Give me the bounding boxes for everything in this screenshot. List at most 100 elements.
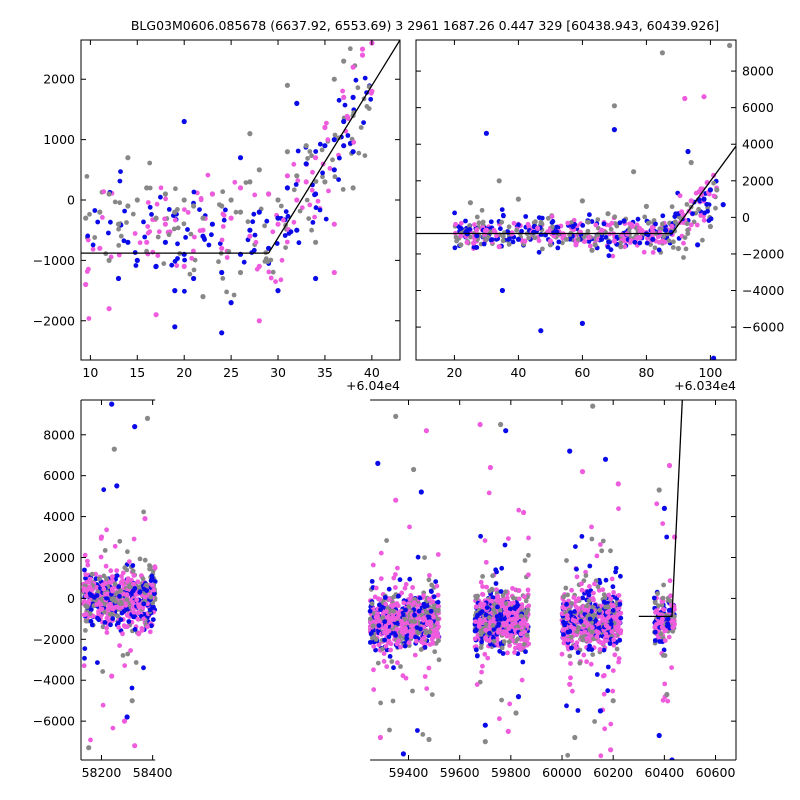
data-point bbox=[569, 601, 574, 606]
data-point bbox=[368, 96, 374, 102]
data-point bbox=[101, 487, 107, 493]
data-point bbox=[98, 534, 105, 540]
data-point bbox=[499, 207, 505, 213]
data-point bbox=[714, 187, 720, 193]
data-point bbox=[394, 601, 400, 606]
data-point bbox=[429, 692, 435, 697]
plot-area bbox=[81, 400, 683, 760]
data-point bbox=[382, 637, 387, 643]
data-point bbox=[595, 232, 601, 237]
data-point bbox=[369, 601, 375, 607]
data-point bbox=[273, 279, 278, 284]
data-point bbox=[121, 718, 128, 724]
data-point bbox=[711, 180, 716, 186]
data-point bbox=[660, 653, 666, 658]
data-point bbox=[499, 565, 505, 571]
data-point bbox=[506, 639, 512, 645]
data-point bbox=[538, 328, 544, 334]
data-point bbox=[285, 213, 291, 219]
data-point bbox=[149, 212, 154, 217]
data-point bbox=[478, 645, 484, 650]
data-point bbox=[130, 563, 136, 568]
data-point bbox=[670, 625, 676, 630]
data-point bbox=[150, 583, 155, 588]
data-point bbox=[89, 571, 95, 577]
data-point bbox=[136, 631, 142, 637]
data-point bbox=[403, 626, 408, 631]
data-point bbox=[137, 556, 143, 562]
data-point bbox=[153, 263, 159, 269]
data-point bbox=[599, 227, 605, 233]
data-point bbox=[599, 548, 605, 554]
x-tick-label: 60 bbox=[574, 365, 590, 380]
data-point bbox=[415, 728, 420, 733]
data-point bbox=[526, 235, 531, 241]
data-point bbox=[474, 653, 480, 659]
data-point bbox=[607, 222, 612, 228]
data-point bbox=[476, 624, 482, 629]
data-point bbox=[502, 610, 508, 616]
data-point bbox=[124, 592, 130, 597]
data-point bbox=[371, 687, 377, 692]
data-point bbox=[112, 543, 118, 549]
data-point bbox=[616, 593, 622, 598]
data-point bbox=[243, 180, 249, 186]
data-point bbox=[503, 589, 508, 595]
data-point bbox=[133, 263, 139, 268]
data-point bbox=[117, 538, 123, 544]
data-point bbox=[350, 185, 356, 191]
data-point bbox=[185, 210, 191, 215]
data-point bbox=[429, 636, 435, 642]
data-point bbox=[92, 208, 98, 213]
data-point bbox=[458, 225, 464, 231]
data-point bbox=[585, 603, 590, 608]
x-tick-label: 60600 bbox=[696, 765, 736, 780]
data-point bbox=[284, 173, 290, 179]
data-point bbox=[479, 639, 484, 645]
data-point bbox=[152, 579, 158, 584]
data-point bbox=[312, 214, 317, 220]
data-point bbox=[397, 634, 403, 640]
data-point bbox=[594, 634, 600, 639]
data-point bbox=[591, 612, 597, 618]
data-point bbox=[491, 607, 497, 613]
data-point bbox=[247, 227, 253, 233]
data-point bbox=[685, 231, 691, 237]
data-point bbox=[125, 239, 131, 245]
data-point bbox=[435, 620, 440, 626]
data-point bbox=[393, 497, 399, 503]
x-tick-label: 60000 bbox=[542, 765, 582, 780]
data-point bbox=[603, 604, 608, 610]
data-point bbox=[611, 127, 618, 133]
data-point bbox=[135, 579, 141, 585]
data-point bbox=[453, 221, 458, 227]
data-point bbox=[198, 197, 204, 203]
data-point bbox=[340, 88, 345, 94]
data-point bbox=[603, 235, 609, 240]
data-point bbox=[151, 591, 157, 597]
data-point bbox=[705, 208, 710, 214]
data-point bbox=[341, 94, 347, 100]
data-point bbox=[582, 629, 588, 635]
data-point bbox=[270, 269, 276, 275]
data-point bbox=[523, 598, 529, 604]
data-point bbox=[422, 555, 427, 560]
data-point bbox=[117, 643, 122, 648]
data-point bbox=[483, 130, 489, 136]
x-offset-label: +6.034e4 bbox=[674, 378, 736, 393]
data-point bbox=[518, 613, 524, 619]
data-point bbox=[396, 593, 401, 599]
data-point bbox=[622, 244, 628, 250]
data-point bbox=[162, 221, 168, 227]
data-point bbox=[564, 601, 569, 607]
data-point bbox=[660, 521, 666, 526]
data-point bbox=[389, 603, 394, 608]
data-point bbox=[480, 591, 485, 597]
data-point bbox=[147, 160, 153, 166]
data-point bbox=[350, 64, 356, 70]
x-tick-label: 60200 bbox=[593, 765, 633, 780]
data-point bbox=[592, 581, 597, 587]
data-point bbox=[237, 185, 244, 191]
data-point bbox=[606, 592, 612, 598]
data-point bbox=[611, 603, 616, 609]
